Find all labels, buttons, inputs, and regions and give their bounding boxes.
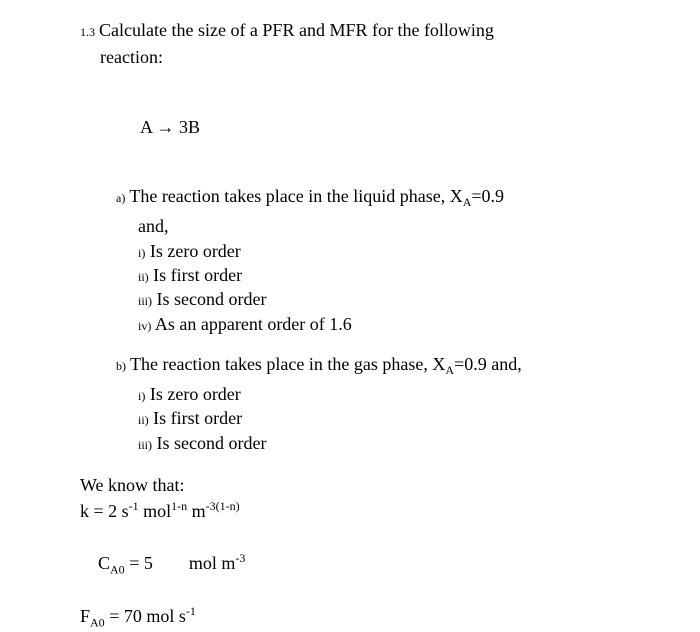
k-sup3: -3(1-n) [206,499,240,513]
problem-header: 1.3 Calculate the size of a PFR and MFR … [80,20,620,41]
part-a-iv-label: iv) [138,319,151,333]
problem-number: 1.3 [80,25,95,39]
part-b-header: The reaction takes place in the gas phas… [130,354,445,374]
k-mid: mol [139,501,172,521]
part-b-header-tail: =0.9 and, [454,354,522,374]
k-eq: k = 2 s [80,501,129,521]
problem-text-l1: Calculate the size of a PFR and MFR for … [99,20,494,40]
part-a-header-tail: =0.9 [471,186,504,206]
k-sup2: 1-n [171,499,187,513]
known-heading: We know that: [80,473,620,498]
part-b: b) The reaction takes place in the gas p… [116,354,620,455]
known-fa0: FA0 = 70 mol s-1 [80,603,620,631]
part-a-header: The reaction takes place in the liquid p… [129,186,462,206]
part-b-ii-text: Is first order [153,408,242,428]
part-a-iii-label: iii) [138,294,152,308]
fa0-eq: = 70 mol s [105,606,186,626]
k-mid2: m [187,501,206,521]
part-a-iv-text: As an apparent order of 1.6 [155,314,352,334]
part-a-iii-text: Is second order [157,289,267,309]
part-a: a) The reaction takes place in the liqui… [116,186,620,336]
part-b-iii-text: Is second order [157,433,267,453]
ca0-sup: -3 [235,551,245,565]
fa0-sup: -1 [186,604,196,618]
part-a-label: a) [116,191,125,205]
part-a-i-text: Is zero order [150,241,241,261]
problem-text-l2: reaction: [100,47,163,67]
part-a-i-label: i) [138,246,145,260]
part-b-i-label: i) [138,389,145,403]
reaction-equation: A → 3B [140,117,620,138]
part-a-ii-label: ii) [138,270,149,284]
known-section: We know that: k = 2 s-1 mol1-n m-3(1-n) … [80,473,620,632]
known-k: k = 2 s-1 mol1-n m-3(1-n) [80,498,620,524]
known-ca0: CA0 = 5 mol m-3 [80,524,620,603]
part-a-and: and, [138,214,620,238]
part-b-iii-label: iii) [138,438,152,452]
fa0-sub: A0 [90,616,105,630]
ca0-pre: C [98,553,110,573]
part-b-i-text: Is zero order [150,384,241,404]
part-a-ii-text: Is first order [153,265,242,285]
k-sup1: -1 [129,499,139,513]
fa0-pre: F [80,606,90,626]
part-b-header-sub: A [445,363,454,377]
part-b-ii-label: ii) [138,413,149,427]
ca0-sub: A0 [110,562,125,576]
part-b-label: b) [116,359,126,373]
ca0-eq: = 5 mol m [125,553,236,573]
